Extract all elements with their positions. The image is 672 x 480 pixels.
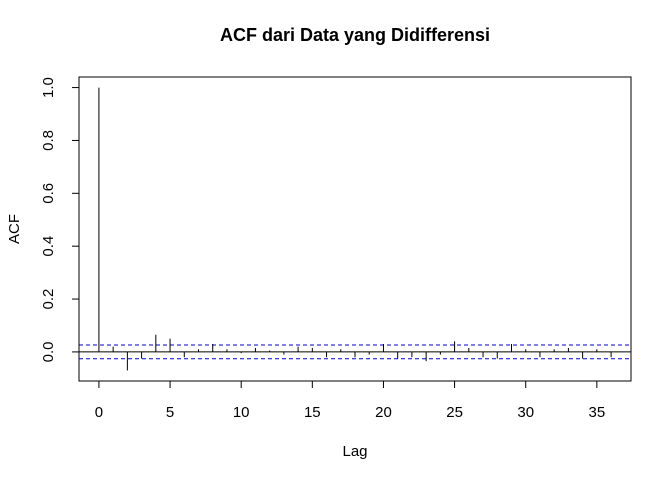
confidence-bands bbox=[79, 344, 631, 360]
y-tick-label: 0.8 bbox=[40, 130, 57, 151]
x-axis: 0 5 10 15 20 25 30 35 bbox=[95, 380, 606, 421]
x-tick-label: 20 bbox=[375, 404, 392, 421]
x-tick-label: 10 bbox=[233, 404, 250, 421]
y-tick-label: 0.2 bbox=[40, 289, 57, 310]
x-tick-label: 35 bbox=[589, 404, 606, 421]
x-tick-label: 30 bbox=[517, 404, 534, 421]
y-axis: 0.0 0.2 0.4 0.6 0.8 1.0 bbox=[40, 77, 80, 362]
y-tick-label: 0.0 bbox=[40, 341, 57, 362]
x-tick-label: 15 bbox=[304, 404, 321, 421]
y-axis-label: ACF bbox=[6, 214, 23, 244]
x-tick-label: 0 bbox=[95, 404, 103, 421]
x-tick-label: 5 bbox=[166, 404, 174, 421]
y-tick-label: 1.0 bbox=[40, 77, 57, 98]
x-axis-label: Lag bbox=[342, 443, 367, 460]
chart-title: ACF dari Data yang Didifferensi bbox=[220, 25, 490, 45]
plot-frame bbox=[78, 76, 632, 382]
y-tick-label: 0.6 bbox=[40, 183, 57, 204]
y-tick-label: 0.4 bbox=[40, 236, 57, 257]
acf-bars bbox=[98, 87, 612, 371]
x-tick-label: 25 bbox=[446, 404, 463, 421]
